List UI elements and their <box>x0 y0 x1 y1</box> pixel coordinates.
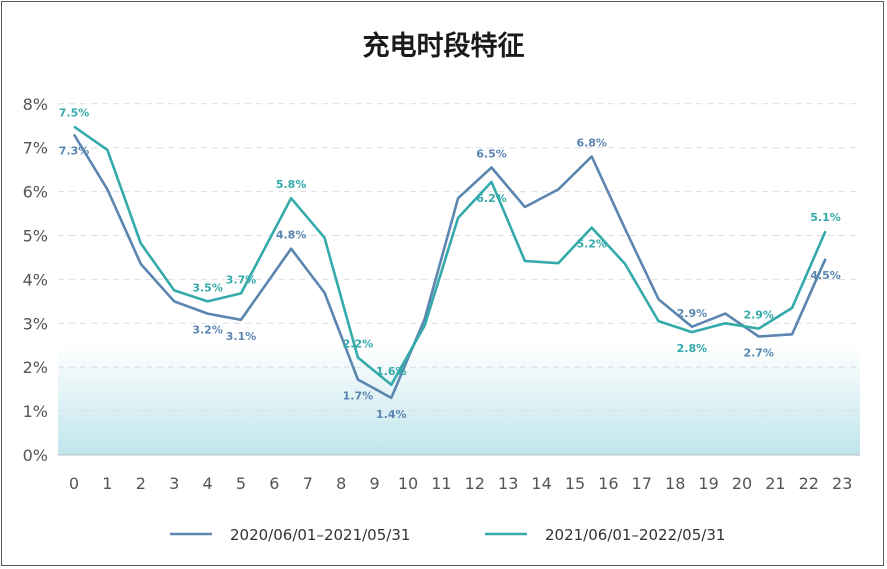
data-label: 3.1% <box>226 330 257 343</box>
x-tick-label: 4 <box>203 474 213 493</box>
x-tick-label: 2 <box>136 474 146 493</box>
x-tick-label: 1 <box>102 474 112 493</box>
x-tick-label: 0 <box>69 474 79 493</box>
data-label: 4.8% <box>276 229 307 242</box>
data-label: 1.6% <box>376 365 407 378</box>
data-label: 2.9% <box>677 307 708 320</box>
data-label: 6.2% <box>476 192 507 205</box>
x-tick-label: 16 <box>598 474 618 493</box>
data-label: 3.7% <box>226 273 257 286</box>
x-tick-label: 14 <box>531 474 551 493</box>
x-tick-label: 13 <box>498 474 518 493</box>
data-label: 6.5% <box>476 147 507 160</box>
data-label: 2.7% <box>743 346 774 359</box>
y-tick-label: 3% <box>23 314 48 333</box>
series-line-1 <box>72 133 827 400</box>
data-label: 3.5% <box>192 281 223 294</box>
y-tick-label: 5% <box>23 227 48 246</box>
x-tick-label: 12 <box>465 474 485 493</box>
x-tick-label: 17 <box>632 474 652 493</box>
chart-title: 充电时段特征 <box>362 31 525 62</box>
x-tick-label: 15 <box>565 474 585 493</box>
x-tick-label: 21 <box>765 474 785 493</box>
data-label: 2.9% <box>743 309 774 322</box>
data-label: 5.1% <box>810 211 841 224</box>
data-label: 2.2% <box>343 338 374 351</box>
data-label: 1.4% <box>376 408 407 421</box>
data-label: 4.5% <box>810 269 841 282</box>
y-tick-label: 1% <box>23 402 48 421</box>
x-tick-label: 5 <box>236 474 246 493</box>
data-label: 1.7% <box>343 389 374 402</box>
x-tick-label: 22 <box>799 474 819 493</box>
x-tick-label: 7 <box>303 474 313 493</box>
data-label: 2.8% <box>677 342 708 355</box>
data-label: 5.8% <box>276 178 307 191</box>
x-tick-label: 9 <box>370 474 380 493</box>
legend-label: 2020/06/01–2021/05/31 <box>230 526 410 544</box>
data-label: 3.2% <box>192 324 223 337</box>
x-tick-label: 20 <box>732 474 752 493</box>
y-tick-label: 8% <box>23 95 48 114</box>
x-tick-label: 10 <box>398 474 418 493</box>
y-tick-label: 7% <box>23 139 48 158</box>
x-tick-label: 11 <box>431 474 451 493</box>
data-label: 7.3% <box>59 145 90 158</box>
data-label: 6.8% <box>576 136 607 149</box>
y-tick-label: 6% <box>23 183 48 202</box>
x-tick-label: 19 <box>698 474 718 493</box>
x-tick-label: 6 <box>269 474 279 493</box>
legend-label: 2021/06/01–2022/05/31 <box>545 526 725 544</box>
low-band <box>58 345 860 455</box>
data-label: 7.5% <box>59 107 90 120</box>
x-tick-label: 8 <box>336 474 346 493</box>
x-tick-label: 3 <box>169 474 179 493</box>
data-label: 5.2% <box>576 238 607 251</box>
x-tick-label: 23 <box>832 474 852 493</box>
y-tick-label: 4% <box>23 270 48 289</box>
series-line-2 <box>73 125 827 387</box>
y-tick-label: 2% <box>23 358 48 377</box>
y-tick-label: 0% <box>23 446 48 465</box>
x-tick-label: 18 <box>665 474 685 493</box>
